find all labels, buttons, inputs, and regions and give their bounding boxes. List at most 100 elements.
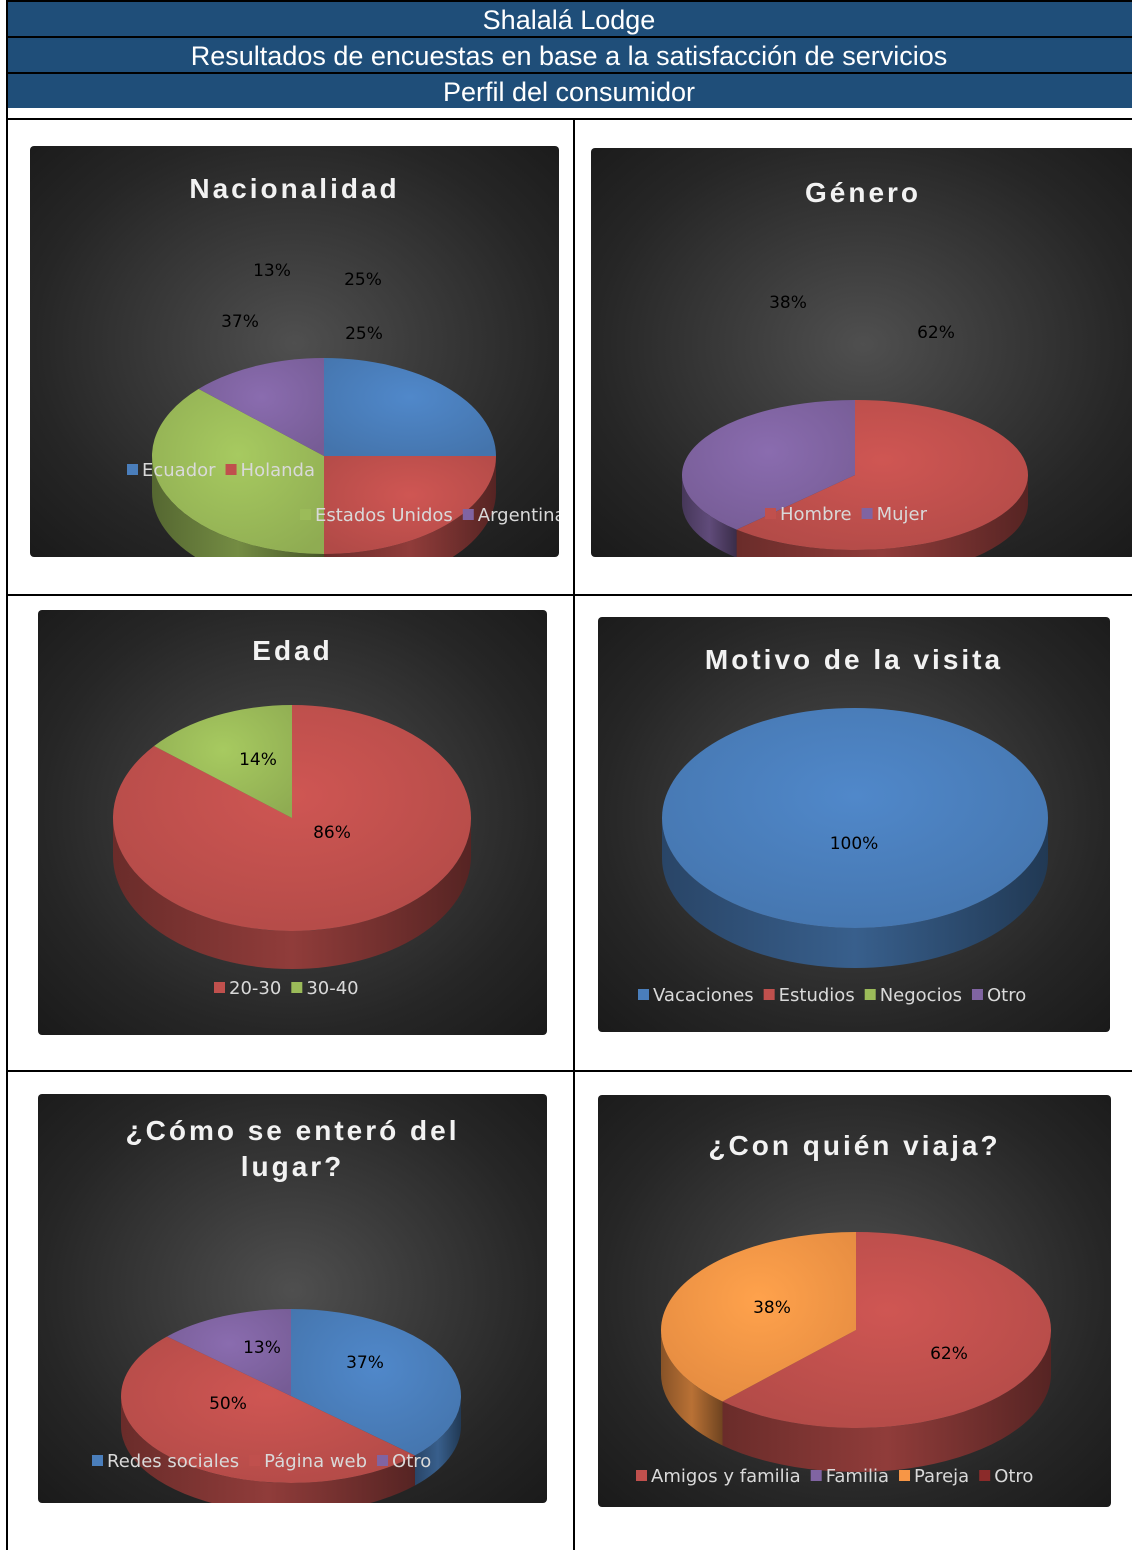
pie-slice-ecuador: [324, 358, 496, 456]
legend-swatch-negocios: [864, 989, 876, 1000]
legend-swatch-mujer: [861, 508, 873, 519]
pie-side-estados-unidos: [152, 456, 324, 557]
legend-label-argentina: Argentina: [478, 505, 559, 526]
legend-label-mujer: Mujer: [877, 504, 928, 525]
data-label: 62%: [917, 323, 955, 343]
pie-slice-pagina-web: [121, 1336, 415, 1483]
chart-svg: Nacionalidad 25% 25% 37% 13% Ecuador Holanda Es…: [127, 173, 559, 557]
report-title: Shalalá Lodge: [6, 0, 1132, 36]
pie-slice-holanda: [324, 456, 496, 554]
data-label: 50%: [209, 1394, 247, 1414]
legend-label-redes-sociales: Redes sociales: [107, 1451, 239, 1472]
legend-label-hombre: Hombre: [780, 504, 852, 525]
table-border-top: [6, 118, 1132, 120]
legend-swatch-otro: [971, 989, 983, 1000]
pie-side-vacaciones: [662, 818, 1048, 968]
chart-title: Género: [805, 177, 921, 208]
legend-swatch-estados-unidos: [300, 509, 311, 520]
legend-label-estudios: Estudios: [779, 985, 855, 1006]
pie-side-holanda: [324, 456, 496, 557]
legend-swatch-hombre: [765, 508, 776, 519]
data-label: 13%: [253, 261, 291, 281]
pie-slice-mujer: [682, 400, 855, 530]
chart-svg: Motivo de la visita 100% Vacaciones Estudio…: [638, 644, 1048, 1006]
legend-swatch-redes-sociales: [92, 1455, 103, 1466]
legend-swatch-otro: [377, 1455, 389, 1466]
data-label: 38%: [769, 293, 807, 313]
chart-motivo-visita: Motivo de la visita 100% Vacaciones Estudio…: [598, 617, 1110, 1032]
legend-label-30-40: 30-40: [306, 978, 358, 999]
pie-side-pareja: [661, 1330, 723, 1446]
data-label: 62%: [930, 1344, 968, 1364]
pie-slice-hombre: [736, 400, 1028, 550]
legend-swatch-vacaciones: [638, 989, 649, 1000]
pie-slice-20-30: [112, 705, 471, 931]
legend-label-familia: Familia: [826, 1466, 889, 1487]
chart-svg: ¿Cómo se enteró del lugar? 37% 50% 13% Redes …: [92, 1115, 461, 1503]
chart-svg: Edad 86% 14% 20-30 30-40: [112, 635, 471, 999]
legend-label-pareja: Pareja: [914, 1466, 969, 1487]
chart-title: Nacionalidad: [189, 173, 399, 204]
chart-title: Edad: [252, 635, 332, 666]
pie-slice-otro: [167, 1309, 291, 1396]
legend-label-estados-unidos: Estados Unidos: [315, 505, 453, 526]
chart-como-se-entero: ¿Cómo se enteró del lugar? 37% 50% 13% Redes …: [38, 1094, 547, 1503]
legend-label-negocios: Negocios: [880, 985, 962, 1006]
chart-genero: Género 62% 38% Hombre Mujer: [591, 148, 1132, 557]
table-divider-vertical: [573, 118, 575, 1550]
data-label: 37%: [221, 312, 259, 332]
data-label: 13%: [243, 1338, 281, 1358]
chart-svg: Género 62% 38% Hombre Mujer: [682, 177, 1028, 557]
table-divider-row2: [6, 1070, 1132, 1072]
data-label: 25%: [345, 324, 383, 344]
pie-side-pagina-web: [121, 1396, 415, 1503]
legend-swatch-pagina-web: [249, 1455, 261, 1466]
legend-label-holanda: Holanda: [241, 460, 315, 481]
table-divider-row1: [6, 594, 1132, 596]
chart-title: lugar?: [241, 1151, 345, 1182]
legend-label-20-30: 20-30: [229, 978, 281, 999]
pie-slice-estados-unidos: [151, 388, 324, 554]
table-border-left: [6, 0, 8, 1550]
legend-swatch-20-30: [214, 982, 225, 993]
data-label: 37%: [346, 1353, 384, 1373]
legend-swatch-otro: [979, 1470, 991, 1481]
report-subtitle: Resultados de encuestas en base a la sat…: [6, 36, 1132, 72]
pie-side-amigos-y-familia: [722, 1330, 1051, 1472]
pie-slice-30-40: [154, 705, 292, 818]
chart-title: ¿Cómo se enteró del: [126, 1115, 460, 1146]
section-title: Perfil del consumidor: [6, 72, 1132, 108]
legend-swatch-argentina: [462, 509, 474, 520]
pie-side-mujer: [682, 475, 737, 557]
legend-swatch-familia: [810, 1470, 822, 1481]
legend-label-otro: Otro: [392, 1451, 431, 1472]
data-label: 38%: [753, 1298, 791, 1318]
chart-con-quien-viaja: ¿Con quién viaja? 62% 38% Amigos y familia F…: [598, 1095, 1111, 1507]
chart-edad: Edad 86% 14% 20-30 30-40: [38, 610, 547, 1035]
legend-swatch-amigos-y-familia: [636, 1470, 647, 1481]
legend-label-ecuador: Ecuador: [142, 460, 216, 481]
pie-slice-vacaciones: [662, 708, 1048, 928]
legend-label-amigos-y-familia: Amigos y familia: [651, 1466, 801, 1487]
legend-label-vacaciones: Vacaciones: [653, 985, 754, 1006]
legend-swatch-pareja: [899, 1470, 911, 1481]
data-label: 86%: [313, 823, 351, 843]
legend-swatch-holanda: [225, 464, 237, 475]
pie-slice-argentina: [198, 358, 324, 456]
data-label: 25%: [344, 270, 382, 290]
pie-side-hombre: [736, 475, 1028, 557]
chart-svg: ¿Con quién viaja? 62% 38% Amigos y familia F…: [636, 1130, 1051, 1487]
legend-swatch-30-40: [291, 982, 303, 993]
pie-slice-amigos-y-familia: [722, 1232, 1051, 1428]
legend-label-pagina-web: Página web: [264, 1451, 367, 1472]
pie-slice-pareja: [661, 1232, 856, 1402]
legend-swatch-estudios: [763, 989, 775, 1000]
pie-side-20-30: [113, 818, 471, 969]
legend-label-otro: Otro: [987, 985, 1026, 1006]
chart-title: Motivo de la visita: [705, 644, 1003, 675]
pie-slice-redes-sociales: [291, 1309, 461, 1456]
pie-side-redes-sociales: [414, 1396, 461, 1486]
legend-label-otro: Otro: [994, 1466, 1033, 1487]
chart-nacionalidad: Nacionalidad 25% 25% 37% 13% Ecuador Holanda Es…: [30, 146, 559, 557]
legend-swatch-ecuador: [127, 464, 138, 475]
